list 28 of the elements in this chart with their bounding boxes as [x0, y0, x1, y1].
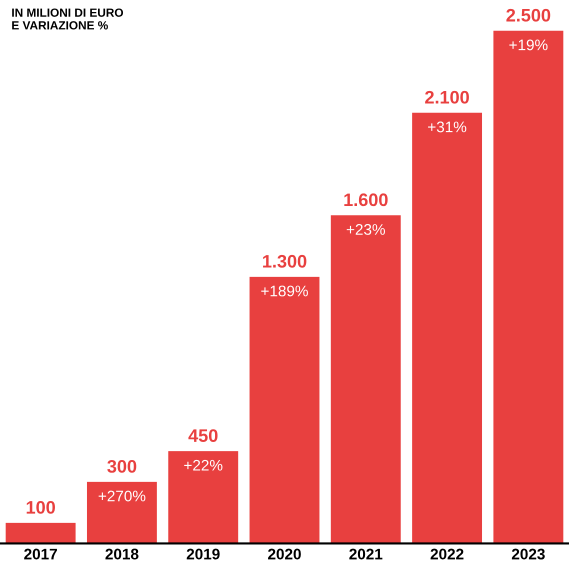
bar	[6, 522, 76, 544]
bar	[168, 451, 238, 544]
chart-title: IN MILIONI DI EURO E VARIAZIONE %	[12, 8, 124, 30]
bar	[412, 112, 482, 544]
x-tick-label: 2020	[268, 548, 301, 560]
data-label: 2.500	[506, 8, 550, 22]
bar	[86, 482, 157, 544]
data-label: 1.300	[263, 254, 306, 268]
data-label: 300	[107, 460, 136, 473]
annotation: +19%	[509, 39, 548, 50]
annotation: +22%	[184, 460, 222, 471]
annotation: +270%	[98, 490, 146, 502]
data-label: 1.600	[344, 193, 388, 206]
data-label: 450	[188, 429, 218, 442]
annotation: +31%	[428, 122, 466, 132]
x-tick-label: 2019	[186, 548, 220, 560]
bar	[250, 276, 320, 544]
x-tick-label: 2021	[349, 548, 382, 560]
data-label: 2.100	[425, 90, 469, 104]
bar	[330, 215, 401, 544]
x-tick-label: 2022	[430, 548, 464, 560]
x-tick-label: 2018	[105, 548, 138, 560]
x-tick-label: 2017	[24, 548, 57, 560]
bar	[493, 30, 564, 544]
annotation: +189%	[261, 286, 308, 296]
data-label: 100	[26, 500, 55, 514]
annotation: +23%	[346, 224, 385, 235]
x-tick-label: 2023	[512, 548, 545, 560]
